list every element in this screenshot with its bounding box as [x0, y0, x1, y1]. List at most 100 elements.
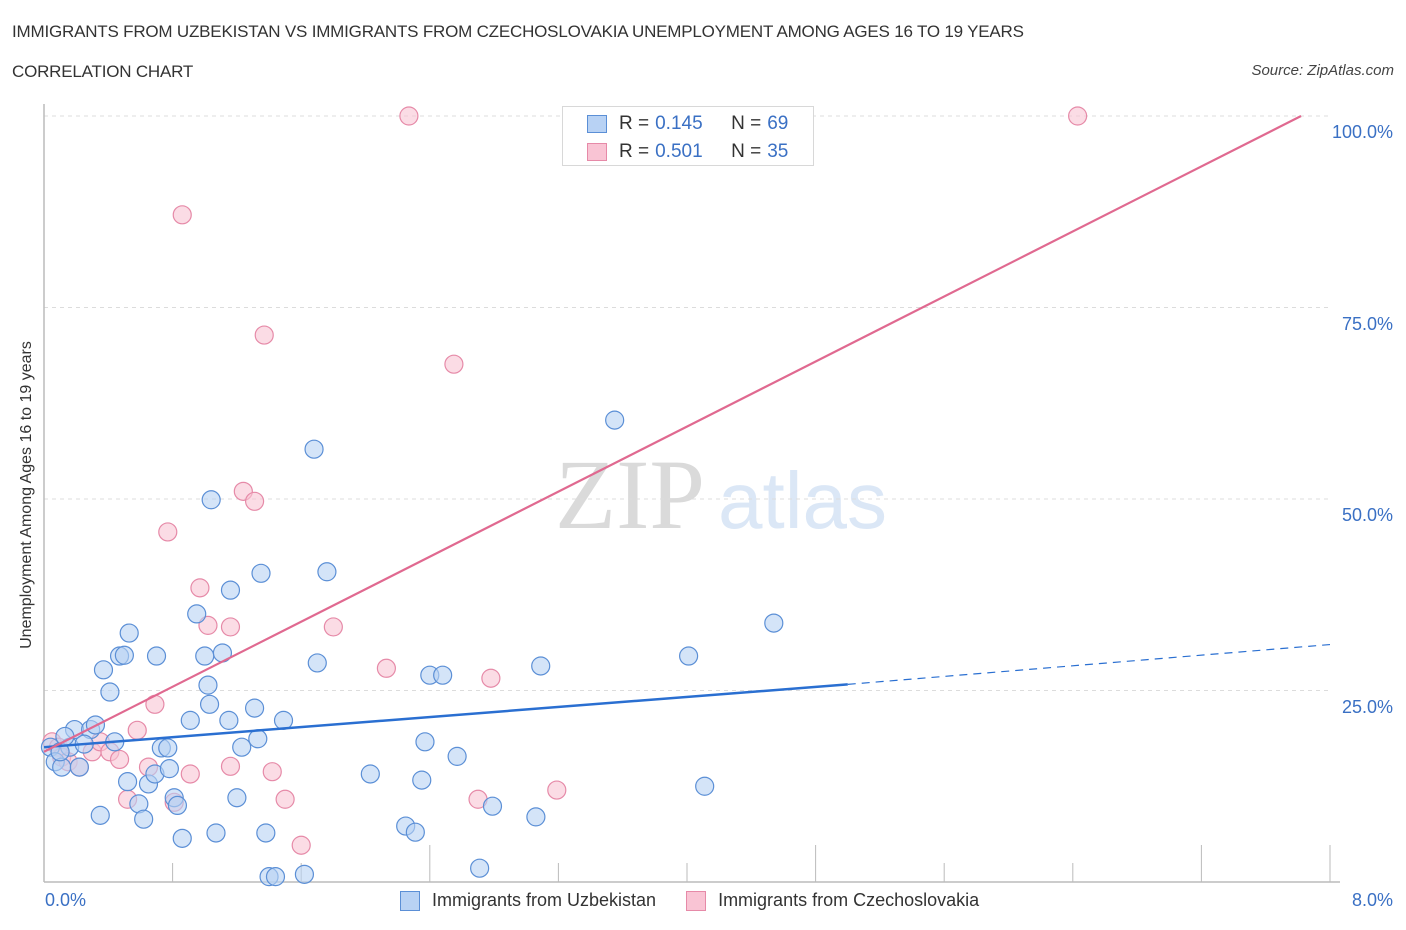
- data-point-uzbekistan: [244, 698, 265, 718]
- watermark-zip: ZIP: [555, 439, 705, 550]
- data-point-uzbekistan: [119, 623, 139, 643]
- data-point-czechoslovakia: [190, 578, 210, 598]
- data-point-uzbekistan: [447, 746, 467, 766]
- legend-r-label: R =: [619, 113, 650, 134]
- data-point-czechoslovakia: [291, 835, 311, 855]
- y-axis-label: Unemployment Among Ages 16 to 19 years: [18, 341, 35, 649]
- x-tick-label-min: 0.0%: [45, 890, 87, 910]
- data-point-uzbekistan: [199, 694, 220, 714]
- data-point-uzbekistan: [482, 796, 503, 816]
- data-point-czechoslovakia: [198, 615, 218, 635]
- data-point-uzbekistan: [158, 738, 178, 758]
- data-point-uzbekistan: [55, 726, 75, 747]
- data-point-uzbekistan: [198, 675, 218, 695]
- data-point-uzbekistan: [273, 710, 294, 730]
- data-point-uzbekistan: [146, 646, 167, 666]
- y-tick-label: 50.0%: [1341, 505, 1393, 525]
- data-point-uzbekistan: [605, 410, 625, 430]
- legend-n-value: 69: [767, 113, 789, 134]
- data-point-uzbekistan: [187, 604, 207, 624]
- data-point-uzbekistan: [248, 729, 268, 749]
- gridlines: [44, 115, 1330, 691]
- data-point-uzbekistan: [265, 867, 286, 887]
- data-point-czechoslovakia: [109, 749, 130, 770]
- trend-line-uzbekistan-extension: [847, 643, 1331, 685]
- data-point-uzbekistan: [220, 580, 241, 600]
- data-point-uzbekistan: [251, 563, 271, 583]
- data-point-uzbekistan: [412, 770, 432, 790]
- data-point-uzbekistan: [256, 823, 276, 843]
- data-point-uzbekistan: [764, 613, 784, 633]
- legend-item-czechoslovakia[interactable]: Immigrants from Czechoslovakia: [686, 890, 979, 911]
- data-point-uzbekistan: [433, 665, 453, 685]
- data-point-uzbekistan: [470, 858, 490, 878]
- data-point-czechoslovakia: [444, 354, 464, 374]
- series-uzbekistan-points: [40, 410, 784, 887]
- legend-swatch-blue: [400, 890, 420, 911]
- legend-n-label: N =: [731, 141, 762, 162]
- data-point-uzbekistan: [117, 772, 138, 792]
- x-tick-label-max: 8.0%: [1351, 890, 1393, 910]
- data-point-czechoslovakia: [275, 789, 295, 809]
- data-point-uzbekistan: [114, 645, 134, 665]
- chart-subtitle: CORRELATION CHART: [12, 62, 194, 81]
- data-point-uzbekistan: [90, 805, 110, 825]
- data-point-uzbekistan: [180, 710, 200, 730]
- y-tick-label: 75.0%: [1341, 313, 1393, 334]
- data-point-uzbekistan: [69, 757, 89, 777]
- data-point-uzbekistan: [304, 439, 324, 459]
- data-point-uzbekistan: [172, 828, 192, 848]
- data-point-uzbekistan: [201, 490, 221, 510]
- data-point-uzbekistan: [294, 864, 315, 884]
- data-point-czechoslovakia: [220, 756, 241, 776]
- data-point-uzbekistan: [100, 682, 120, 702]
- data-point-uzbekistan: [307, 653, 327, 673]
- data-point-uzbekistan: [232, 737, 252, 757]
- data-point-uzbekistan: [93, 660, 114, 680]
- data-point-uzbekistan: [679, 646, 699, 666]
- data-point-uzbekistan: [206, 823, 226, 843]
- trend-line-czechoslovakia: [43, 115, 1302, 753]
- watermark-atlas: atlas: [718, 456, 887, 545]
- data-point-uzbekistan: [415, 732, 435, 752]
- data-point-czechoslovakia: [180, 764, 200, 784]
- data-point-uzbekistan: [317, 562, 337, 582]
- data-point-czechoslovakia: [254, 325, 274, 345]
- correlation-legend: R = 0.145 N = 69 R = 0.501 N = 35: [562, 106, 814, 166]
- legend-row-czechoslovakia: R = 0.501 N = 35: [587, 140, 788, 164]
- data-point-czechoslovakia: [323, 617, 343, 637]
- legend-swatch-pink: [686, 890, 707, 911]
- data-point-czechoslovakia: [244, 491, 265, 511]
- legend-swatch-pink: [587, 143, 607, 161]
- data-point-czechoslovakia: [220, 617, 241, 637]
- chart-title: IMMIGRANTS FROM UZBEKISTAN VS IMMIGRANTS…: [12, 22, 1024, 41]
- legend-label: Immigrants from Czechoslovakia: [718, 890, 980, 910]
- legend-swatch-blue: [587, 115, 607, 133]
- trend-lines: [43, 115, 1331, 753]
- data-point-uzbekistan: [134, 809, 154, 829]
- data-point-uzbekistan: [526, 807, 546, 827]
- data-point-czechoslovakia: [172, 205, 192, 225]
- legend-r-value: 0.501: [655, 141, 703, 162]
- data-point-czechoslovakia: [547, 780, 567, 800]
- data-point-uzbekistan: [405, 822, 425, 842]
- data-point-uzbekistan: [219, 710, 239, 730]
- data-point-uzbekistan: [531, 656, 551, 676]
- data-point-czechoslovakia: [262, 762, 282, 782]
- source-credit: Source: ZipAtlas.com: [1251, 62, 1394, 79]
- data-point-czechoslovakia: [376, 658, 396, 678]
- legend-n-label: N =: [731, 113, 762, 134]
- data-point-uzbekistan: [360, 764, 380, 784]
- legend-label: Immigrants from Uzbekistan: [432, 890, 657, 910]
- legend-n-value: 35: [767, 141, 789, 162]
- data-point-uzbekistan: [695, 776, 715, 796]
- legend-row-uzbekistan: R = 0.145 N = 69: [587, 112, 788, 136]
- data-point-uzbekistan: [227, 788, 247, 808]
- data-point-czechoslovakia: [481, 668, 501, 688]
- legend-r-label: R =: [619, 141, 650, 162]
- legend-item-uzbekistan[interactable]: Immigrants from Uzbekistan: [400, 890, 656, 911]
- data-point-uzbekistan: [159, 759, 179, 779]
- series-legend: Immigrants from Uzbekistan Immigrants fr…: [400, 890, 1009, 911]
- watermark: ZIP atlas: [555, 439, 887, 550]
